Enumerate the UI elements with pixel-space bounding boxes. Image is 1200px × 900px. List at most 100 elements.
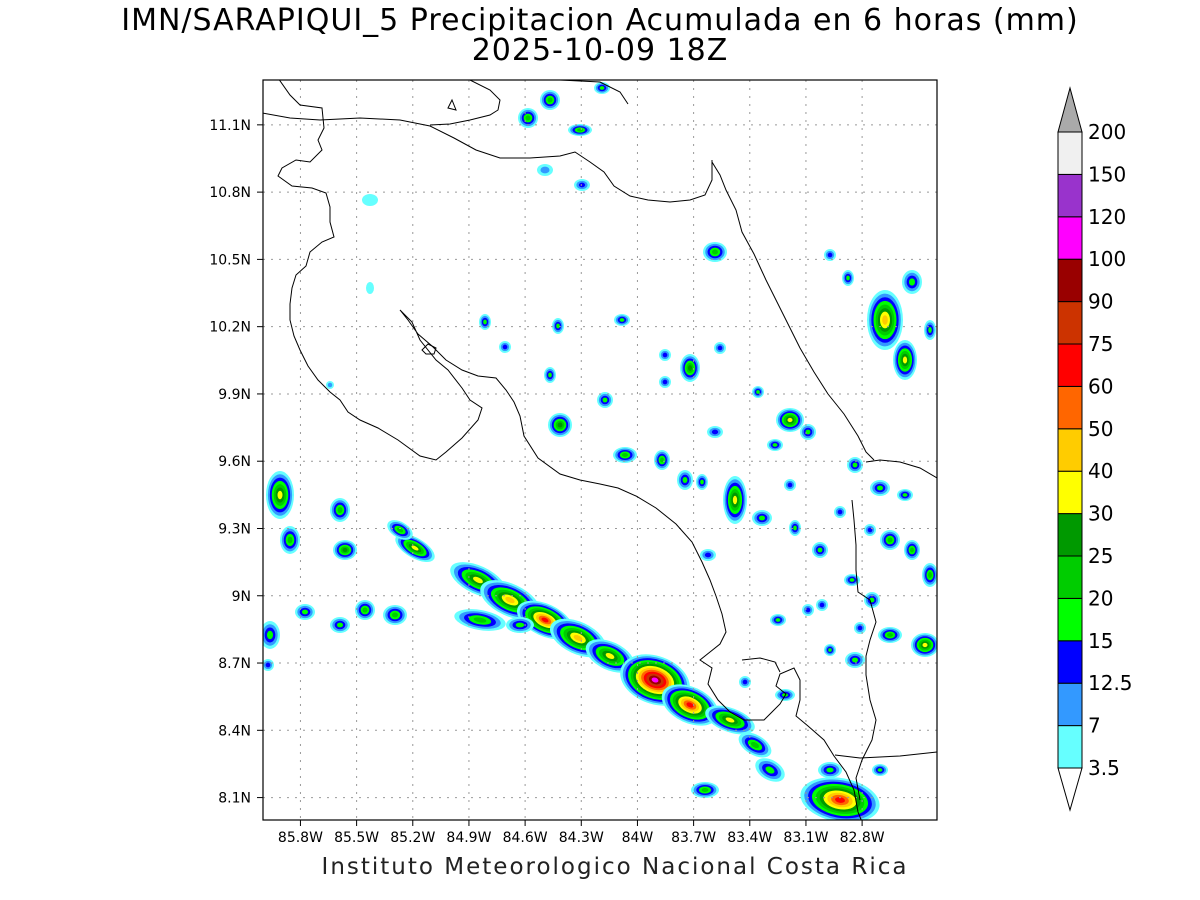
legend-color-box — [1057, 555, 1083, 599]
lat-tick-label: 8.1N — [218, 791, 251, 807]
legend-level-label: 40 — [1088, 459, 1113, 483]
precip-cell — [772, 443, 778, 447]
precip-cell — [578, 182, 586, 188]
lat-tick-label: 9.9N — [218, 387, 251, 403]
lon-tick-label: 83.1W — [783, 830, 828, 846]
lon-tick-label: 85.8W — [278, 830, 323, 846]
lon-tick-label: 84.3W — [559, 830, 604, 846]
longitude-axis: 85.8W 85.5W 85.2W 84.9W 84.6W 84.3W 84W 83.7W 83… — [278, 820, 885, 846]
precip-cell — [852, 462, 858, 468]
legend-color-box — [1057, 131, 1083, 175]
precip-cell — [548, 372, 552, 378]
osa-peninsula-coast — [741, 657, 937, 759]
precip-cell — [547, 97, 553, 103]
precip-cell — [336, 622, 344, 628]
precip-cell — [662, 379, 668, 385]
legend-color-box — [1057, 470, 1083, 515]
legend-level-label: 25 — [1088, 544, 1113, 568]
precip-cell — [502, 344, 508, 350]
legend-color-box — [1057, 428, 1083, 472]
lon-tick-label: 85.5W — [334, 830, 379, 846]
precip-cell — [396, 527, 404, 533]
small-island-top — [447, 98, 457, 111]
precipitation-field — [263, 82, 937, 820]
precip-cell — [599, 86, 605, 90]
legend-color-box — [1057, 682, 1083, 727]
precip-cell — [662, 352, 668, 358]
precip-cell — [819, 602, 825, 608]
precip-cell — [687, 365, 693, 371]
precip-cell — [846, 275, 850, 281]
precip-cell — [928, 326, 932, 334]
precip-cell — [877, 768, 883, 772]
legend-color-box — [1057, 513, 1083, 557]
precip-cell — [525, 115, 531, 121]
precip-cell — [342, 547, 348, 553]
legend-color-box — [1057, 597, 1083, 642]
precip-cell — [266, 630, 274, 640]
lake-nicaragua-shore — [263, 80, 629, 126]
legend-color-box — [1057, 301, 1083, 345]
precip-cell — [301, 609, 309, 615]
precip-cell — [765, 766, 775, 774]
lat-tick-label: 10.8N — [209, 185, 251, 201]
precip-cell — [411, 545, 419, 551]
lon-tick-label: 84.6W — [503, 830, 548, 846]
legend-level-label: 60 — [1088, 374, 1113, 398]
precip-cell — [805, 607, 811, 613]
lon-tick-label: 84.9W — [446, 830, 491, 846]
lon-tick-label: 83.4W — [727, 830, 772, 846]
precip-cell — [541, 617, 549, 623]
precip-cell — [573, 634, 583, 642]
precip-cell — [362, 607, 368, 613]
precip-cell — [711, 429, 719, 435]
precip-cell — [805, 429, 811, 435]
precip-cell — [602, 397, 608, 403]
precip-cell — [327, 382, 333, 388]
precip-cell — [605, 653, 615, 659]
precip-cell — [910, 547, 914, 553]
latitude-axis: 11.1N 10.8N 10.5N 10.2N 9.9N 9.6N 9.3N 9N 8.7N 8.… — [209, 118, 263, 807]
precipitation-legend: 3.5 7 12.5 15 20 25 30 40 50 60 75 90 100 120 150 200 — [1057, 86, 1133, 812]
precip-cell — [505, 596, 515, 604]
lat-tick-label: 9.3N — [218, 521, 251, 537]
precip-cell — [758, 515, 766, 521]
legend-level-label: 7 — [1088, 714, 1101, 738]
precip-cell — [756, 390, 760, 394]
grid-lines — [263, 80, 937, 820]
legend-level-label: 15 — [1088, 629, 1113, 653]
legend-overflow-arrow — [1057, 86, 1083, 133]
lon-tick-label: 84W — [622, 830, 654, 846]
precip-cell — [922, 642, 928, 648]
precip-cell — [717, 345, 723, 351]
precip-cell — [793, 525, 797, 531]
precip-cell — [775, 618, 781, 622]
precip-cell — [750, 741, 760, 749]
precip-cell — [835, 797, 845, 803]
legend-level-label: 120 — [1088, 205, 1126, 229]
precip-cell — [700, 479, 704, 485]
legend-level-label: 3.5 — [1088, 756, 1120, 780]
legend-color-box — [1057, 385, 1083, 430]
precip-cell — [483, 319, 487, 325]
lat-tick-label: 10.5N — [209, 252, 251, 268]
legend-level-label: 100 — [1088, 247, 1126, 271]
precip-cell — [366, 282, 374, 294]
panama-border — [851, 459, 937, 801]
lat-tick-label: 10.2N — [209, 320, 251, 336]
lat-tick-label: 9N — [232, 589, 251, 605]
costa-rica-pacific-coast — [277, 80, 862, 820]
precip-cell — [540, 166, 550, 174]
precip-cell — [837, 509, 843, 515]
precip-cell — [515, 622, 525, 628]
precipitation-map: 11.1N 10.8N 10.5N 10.2N 9.9N 9.6N 9.3N 9N 8.7N 8.… — [209, 79, 938, 846]
precip-cell — [701, 788, 709, 792]
precip-cell — [682, 476, 688, 484]
precip-cell — [826, 767, 834, 773]
precip-cell — [660, 457, 664, 463]
precip-cell — [908, 278, 916, 286]
precip-cell — [817, 547, 823, 553]
footer-credit: Instituto Meteorologico Nacional Costa R… — [321, 854, 909, 880]
precip-cell — [557, 422, 563, 428]
map-timestamp: 2025-10-09 18Z — [471, 33, 729, 68]
